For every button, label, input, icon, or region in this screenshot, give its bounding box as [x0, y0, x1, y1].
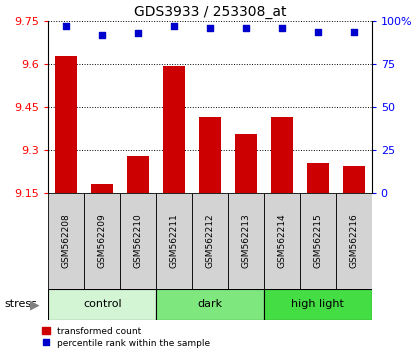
Point	[99, 32, 105, 38]
Text: GSM562211: GSM562211	[170, 213, 178, 268]
Bar	[55, 56, 77, 193]
Bar	[264, 289, 372, 320]
Text: ▶: ▶	[30, 298, 39, 311]
Bar	[192, 193, 228, 289]
Bar	[163, 65, 185, 193]
Point	[63, 24, 70, 29]
Text: GSM562215: GSM562215	[313, 213, 322, 268]
Text: dark: dark	[197, 299, 223, 309]
Bar	[235, 134, 257, 193]
Bar	[84, 193, 120, 289]
Point	[135, 30, 142, 36]
Point	[243, 25, 249, 31]
Bar	[48, 193, 84, 289]
Point	[207, 25, 213, 31]
Bar	[199, 117, 221, 193]
Text: GSM562212: GSM562212	[205, 213, 215, 268]
Point	[315, 29, 321, 34]
Text: GSM562213: GSM562213	[241, 213, 250, 268]
Text: stress: stress	[4, 299, 37, 309]
Text: GSM562214: GSM562214	[277, 213, 286, 268]
Text: GSM562216: GSM562216	[349, 213, 358, 268]
Bar	[156, 289, 264, 320]
Bar	[271, 117, 293, 193]
Bar	[48, 289, 156, 320]
Legend: transformed count, percentile rank within the sample: transformed count, percentile rank withi…	[42, 327, 210, 348]
Bar	[300, 193, 336, 289]
Title: GDS3933 / 253308_at: GDS3933 / 253308_at	[134, 5, 286, 19]
Text: GSM562209: GSM562209	[98, 213, 107, 268]
Text: GSM562210: GSM562210	[134, 213, 143, 268]
Bar	[336, 193, 372, 289]
Bar	[343, 166, 365, 193]
Point	[278, 25, 285, 31]
Bar	[92, 184, 113, 193]
Text: GSM562208: GSM562208	[62, 213, 71, 268]
Text: high light: high light	[291, 299, 344, 309]
Text: control: control	[83, 299, 121, 309]
Bar	[264, 193, 300, 289]
Point	[171, 24, 177, 29]
Bar	[120, 193, 156, 289]
Bar	[228, 193, 264, 289]
Bar	[156, 193, 192, 289]
Bar	[307, 163, 328, 193]
Bar	[127, 156, 149, 193]
Point	[350, 29, 357, 34]
